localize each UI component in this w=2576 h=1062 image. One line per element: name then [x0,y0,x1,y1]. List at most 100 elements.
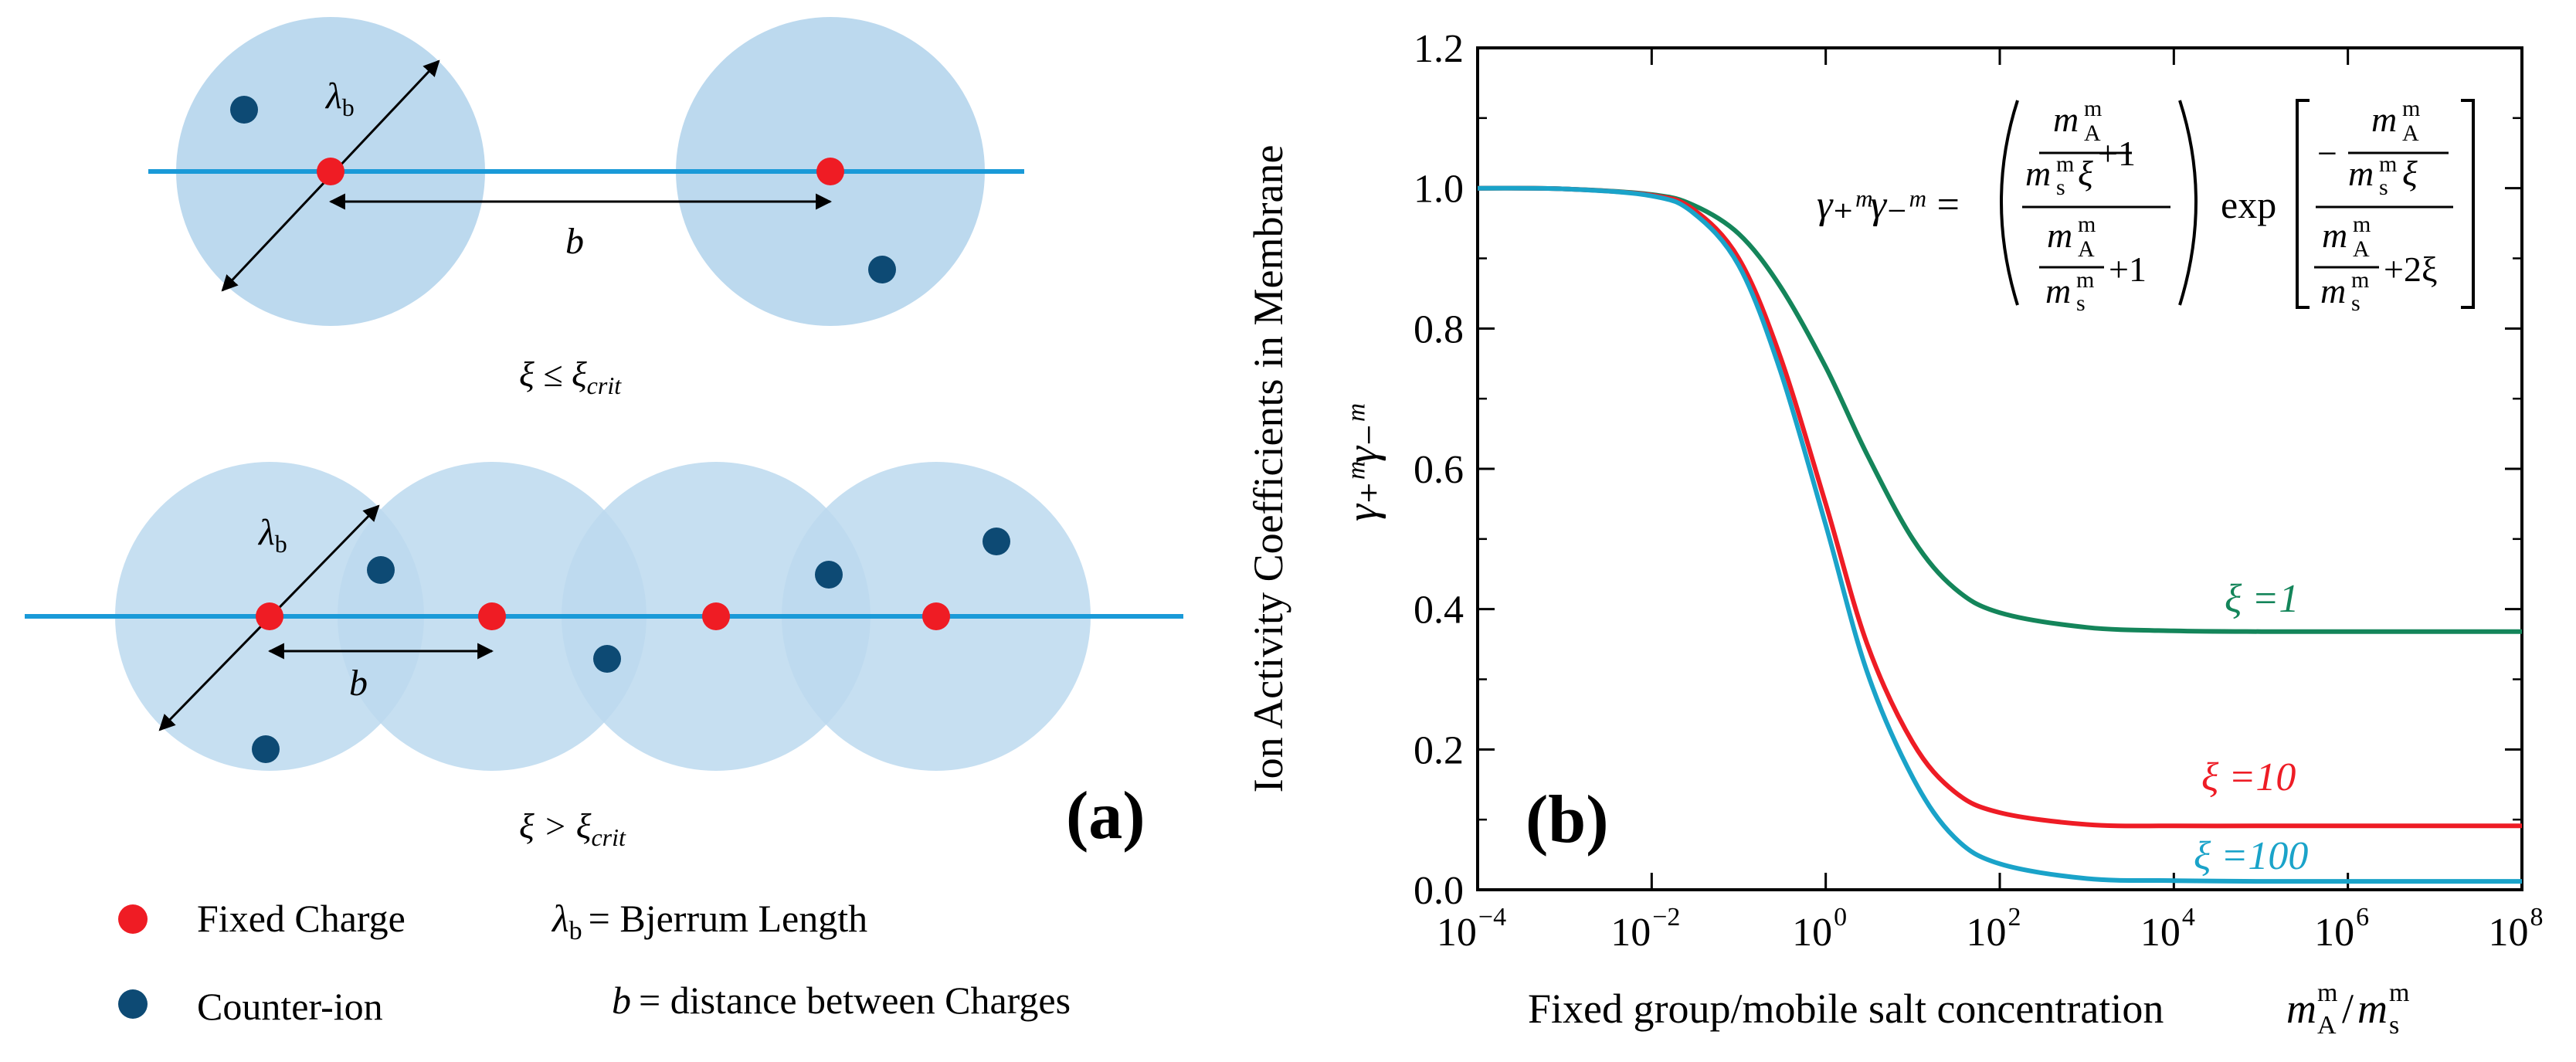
svg-text:−: − [2317,134,2337,173]
x-tick-label: 104 [2140,903,2195,955]
svg-text:ξ: ξ [2402,154,2418,193]
svg-text:m: m [2357,986,2388,1032]
fixed-charge [702,602,730,630]
spacing-label: b [349,663,368,704]
svg-text:m: m [2317,979,2337,1007]
svg-text:/: / [2342,986,2354,1032]
svg-text:γ₊ᵐγ₋ᵐ =: γ₊ᵐγ₋ᵐ = [1817,183,1961,227]
x-tick-label: 102 [1967,903,2021,955]
high-charge-density-diagram: λb b ξ > ξcrit (a) [25,462,1183,853]
svg-text:Ion Activity Coefficients in M: Ion Activity Coefficients in Membrane [1245,145,1291,793]
x-tick-label: 106 [2314,903,2369,955]
svg-text:A: A [2317,1011,2337,1040]
y-tick-label: 0.2 [1414,728,1464,772]
svg-text:m: m [2286,986,2316,1032]
svg-text:s: s [2351,290,2360,316]
svg-text:m: m [2025,154,2051,193]
svg-text:m: m [2379,151,2397,177]
svg-text:γ₊ᵐγ₋ᵐ: γ₊ᵐγ₋ᵐ [1339,403,1386,521]
x-tick-label: 100 [1792,903,1847,955]
counter-ion [367,556,395,584]
low-charge-density-diagram: λb b ξ ≤ ξcrit [148,17,1024,399]
counter-ion [252,735,280,763]
series-label: ξ =1 [2225,577,2299,621]
fixed-charge [816,158,844,185]
activity-coefficient-equation: γ₊ᵐγ₋ᵐ = m m A m m s ξ +1 m m A m m s +1… [1817,96,2475,316]
svg-text:m: m [2047,215,2072,255]
counter-ion [868,256,896,283]
svg-text:s: s [2389,1011,2399,1040]
svg-text:m: m [2351,267,2369,293]
svg-text:m: m [2389,979,2409,1007]
y-tick-label: 0.8 [1414,307,1464,351]
svg-text:m: m [2322,215,2347,255]
curves: ξ =1 ξ =10 ξ =100 [1477,185,2522,884]
counter-ion [815,561,843,589]
svg-text:+1: +1 [2098,134,2136,173]
svg-text:m: m [2056,151,2074,177]
counter-ion [230,96,258,124]
spacing-legend: b = distance between Charges [612,979,1071,1022]
series-line [1477,185,2522,884]
svg-text:s: s [2076,290,2086,316]
svg-text:exp: exp [2221,183,2276,226]
y-tick-label: 0.6 [1414,448,1464,492]
counter-ion-legend-label: Counter-ion [197,985,383,1028]
svg-text:A: A [2402,120,2419,146]
series-label: ξ =100 [2194,834,2308,878]
x-axis-math-label: m m A / m m s [2286,979,2409,1040]
y-tick-label: 1.0 [1414,168,1464,212]
left-bracket [2296,99,2310,309]
schematic-legend: Fixed Charge Counter-ion λb = Bjerrum Len… [118,897,1071,1028]
svg-text:m: m [2320,271,2346,310]
counter-ion [593,645,621,673]
right-bracket [2461,99,2475,309]
spacing-label: b [565,221,584,262]
svg-text:m: m [2348,154,2374,193]
svg-text:m: m [2076,267,2094,293]
svg-text:m: m [2053,100,2079,139]
fixed-charge [478,602,506,630]
x-tick-label: 10−2 [1610,903,1680,955]
x-axis-label: Fixed group/mobile salt concentration [1528,986,2164,1032]
fixed-charge-legend-marker [118,904,148,934]
svg-text:A: A [2353,236,2370,262]
y-axis-math-label: γ₊ᵐγ₋ᵐ [1339,403,1386,521]
y-tick-label: 0.0 [1414,869,1464,913]
x-tick-label: 108 [2489,903,2544,955]
left-paren [2000,100,2019,306]
panel-b-label: (b) [1526,782,1609,857]
svg-text:m: m [2045,271,2071,310]
counter-ion-legend-marker [118,989,148,1019]
panel-a-label: (a) [1066,779,1145,853]
svg-text:m: m [2371,100,2397,139]
fixed-charge [922,602,950,630]
svg-text:s: s [2379,175,2388,200]
svg-text:s: s [2056,175,2065,200]
svg-text:+2ξ: +2ξ [2384,249,2437,289]
svg-text:m: m [2402,96,2420,121]
y-tick-label: 1.2 [1414,27,1464,71]
svg-text:m: m [2084,96,2102,121]
fixed-charge-legend-label: Fixed Charge [197,897,406,940]
condition-low: ξ ≤ ξcrit [519,355,622,399]
bjerrum-legend: λb = Bjerrum Length [551,897,867,945]
svg-text:m: m [2078,212,2096,237]
condition-high: ξ > ξcrit [519,806,626,851]
bjerrum-label: λb [324,76,355,121]
svg-text:A: A [2084,120,2101,146]
fixed-charge [256,602,283,630]
svg-text:m: m [2353,212,2371,237]
bjerrum-label: λb [257,512,287,558]
right-paren [2178,100,2198,306]
svg-text:+1: +1 [2109,249,2147,289]
y-axis-label: Ion Activity Coefficients in Membrane [1245,145,1291,793]
series-label: ξ =10 [2201,755,2296,799]
fixed-charge [317,158,344,185]
counter-ion [983,528,1010,555]
series-line [1477,185,2522,829]
svg-text:ξ: ξ [2078,154,2093,193]
panel-a-schematic: λb b ξ ≤ ξcrit λb b ξ > ξcrit (a) [25,17,1183,1028]
svg-text:A: A [2078,236,2095,262]
